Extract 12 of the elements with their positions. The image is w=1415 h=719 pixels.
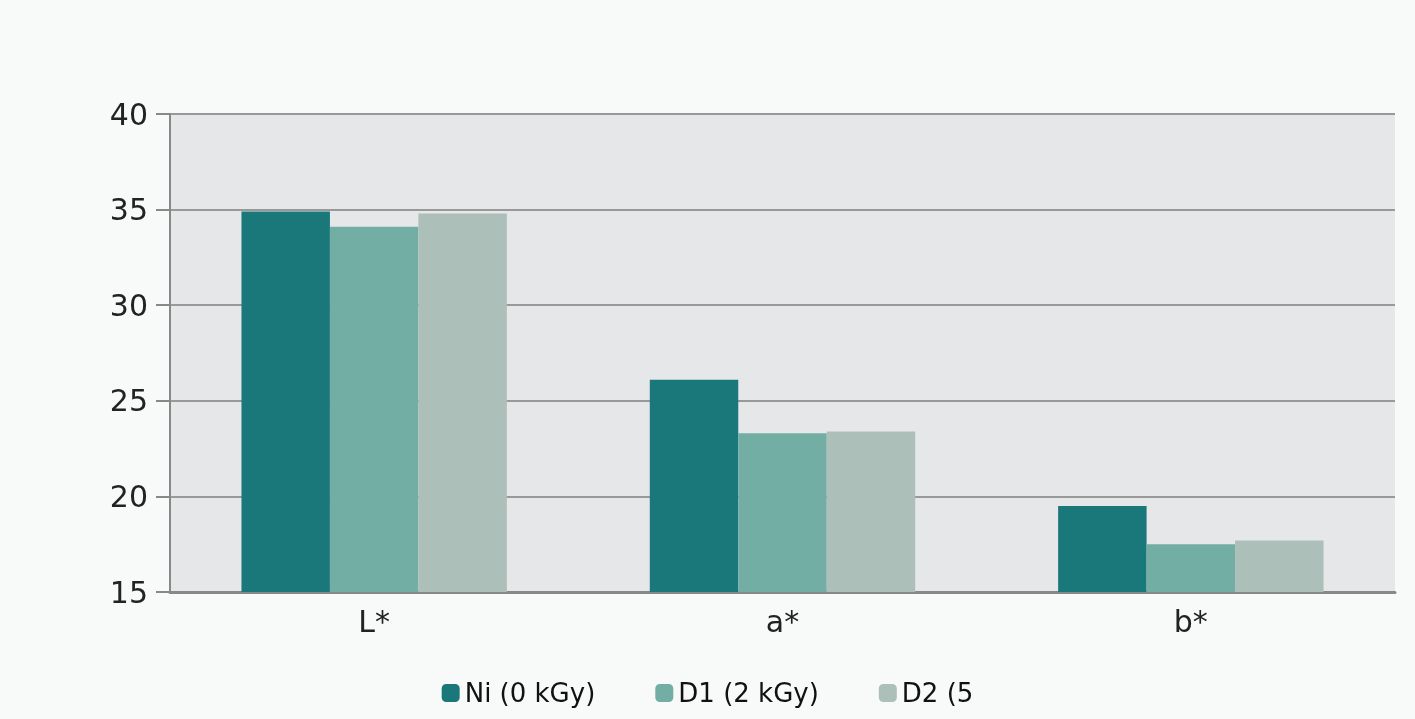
legend-label: D1 (2 kGy) xyxy=(678,678,819,708)
x-tick-label: a* xyxy=(765,603,800,639)
x-tick-label: b* xyxy=(1173,603,1208,639)
y-tick-label: 20 xyxy=(109,478,148,514)
y-tick-label: 15 xyxy=(109,574,148,610)
y-tick-label: 30 xyxy=(109,287,148,323)
y-tick-label: 35 xyxy=(109,192,148,228)
x-tick-label: L* xyxy=(358,603,391,639)
y-tick-label: 25 xyxy=(109,383,148,419)
legend-label: Ni (0 kGy) xyxy=(464,678,596,708)
legend-label: D2 (5 xyxy=(901,678,974,708)
y-tick-label: 40 xyxy=(109,96,148,132)
